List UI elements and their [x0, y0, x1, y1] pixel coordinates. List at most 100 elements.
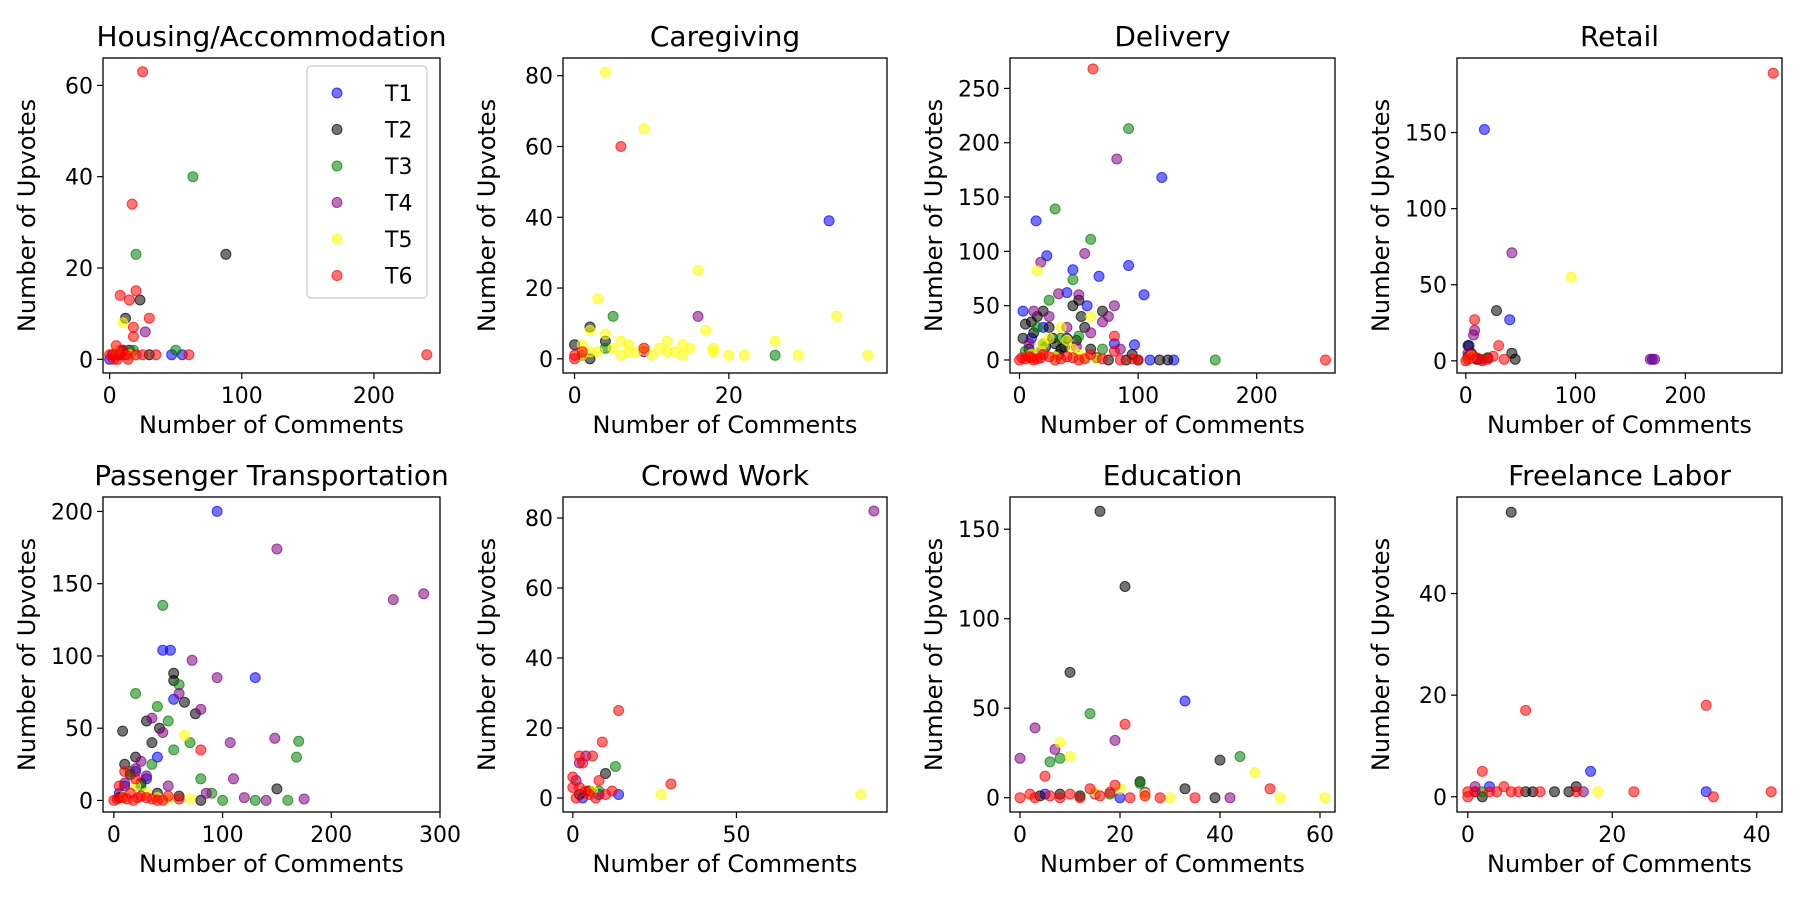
data-point — [179, 696, 190, 708]
y-tick-label: 60 — [525, 135, 553, 160]
y-tick-label: 200 — [958, 132, 1000, 157]
data-point — [1079, 248, 1091, 259]
y-tick-label: 150 — [1405, 122, 1447, 147]
data-point — [220, 248, 232, 260]
x-axis-label: Number of Comments — [139, 850, 404, 878]
y-tick-label: 80 — [525, 507, 553, 532]
series-T6 — [1014, 63, 1331, 366]
data-point — [1274, 792, 1286, 804]
data-point — [195, 794, 207, 806]
axes-frame — [562, 57, 888, 374]
data-point — [114, 289, 126, 301]
data-point — [143, 312, 155, 324]
data-point — [1108, 330, 1120, 342]
series-T5 — [1462, 271, 1577, 365]
x-tick-label: 200 — [1664, 384, 1706, 409]
data-point — [1162, 354, 1174, 366]
data-point — [1707, 791, 1719, 803]
data-point — [1075, 311, 1087, 322]
data-point — [1044, 790, 1056, 802]
y-tick-label: 60 — [525, 577, 553, 602]
data-point — [1476, 765, 1488, 777]
legend-marker-T2 — [331, 124, 343, 135]
legend-label-T5: T5 — [384, 228, 412, 253]
data-point — [1054, 736, 1066, 748]
y-tick-label: 60 — [65, 74, 93, 99]
data-point — [1114, 354, 1126, 366]
data-point — [1109, 734, 1121, 746]
data-point — [421, 349, 433, 361]
data-point — [1023, 338, 1035, 350]
data-point — [606, 785, 618, 797]
data-point — [655, 789, 667, 800]
data-point — [130, 688, 142, 699]
y-tick-label: 80 — [525, 65, 553, 90]
data-point — [1028, 305, 1040, 317]
data-point — [249, 794, 261, 806]
data-point — [1108, 300, 1120, 312]
data-point — [269, 732, 281, 744]
data-point — [769, 335, 781, 347]
data-point — [1765, 786, 1777, 798]
data-point — [1264, 783, 1276, 795]
y-axis-label: Number of Upvotes — [13, 538, 41, 771]
data-point — [238, 792, 250, 804]
data-point — [183, 349, 195, 361]
legend: T1 T2 T3 T4 T5 T6 — [306, 65, 428, 299]
data-point — [130, 248, 142, 260]
data-point — [1478, 124, 1490, 135]
legend-label-T3: T3 — [384, 155, 412, 180]
data-point — [707, 346, 719, 358]
data-point — [184, 793, 196, 805]
series-T6 — [108, 744, 207, 806]
data-point — [1064, 788, 1076, 800]
data-point — [1093, 270, 1105, 282]
chart-title: Passenger Transportation — [94, 459, 449, 492]
y-tick-label: 0 — [986, 349, 1000, 374]
data-point — [1085, 311, 1097, 322]
data-point — [151, 751, 163, 763]
data-point — [1585, 765, 1597, 777]
data-point — [868, 505, 880, 517]
x-tick-label: 0 — [1461, 823, 1475, 848]
data-point — [638, 123, 650, 135]
data-point — [599, 328, 611, 340]
series-T3 — [110, 171, 199, 361]
data-point — [1491, 305, 1502, 317]
data-point — [1476, 355, 1488, 367]
data-point — [1043, 311, 1055, 322]
data-point — [1249, 767, 1261, 779]
data-point — [1534, 786, 1546, 798]
axes-frame — [1456, 496, 1783, 813]
axes-frame — [102, 57, 441, 374]
series-T3 — [124, 599, 305, 806]
data-point — [1029, 722, 1041, 734]
data-point — [200, 787, 212, 799]
data-point — [1487, 350, 1499, 362]
y-tick-label: 0 — [539, 787, 553, 812]
data-point — [298, 793, 310, 805]
legend-marker-T6 — [331, 270, 343, 281]
data-point — [677, 339, 689, 351]
data-point — [387, 594, 399, 606]
chart-panel-4: Passenger Transportation 0 100 200 300 0 50 100… — [13, 459, 461, 878]
data-point — [1054, 752, 1066, 764]
x-tick-label: 20 — [1106, 823, 1134, 848]
data-point — [1469, 314, 1481, 326]
data-point — [1067, 274, 1079, 286]
series-T5 — [1592, 786, 1604, 798]
x-tick-label: 50 — [722, 823, 750, 848]
data-point — [700, 325, 712, 336]
data-point — [661, 346, 673, 358]
data-point — [1320, 354, 1331, 366]
y-tick-label: 150 — [958, 186, 1000, 211]
series-T4 — [1023, 153, 1126, 355]
series-T5 — [576, 66, 874, 361]
data-point — [1493, 340, 1505, 352]
data-point — [1179, 695, 1191, 707]
data-point — [1123, 123, 1135, 135]
data-point — [1061, 334, 1073, 346]
data-point — [1565, 271, 1577, 283]
data-point — [186, 654, 198, 666]
data-point — [855, 789, 867, 800]
